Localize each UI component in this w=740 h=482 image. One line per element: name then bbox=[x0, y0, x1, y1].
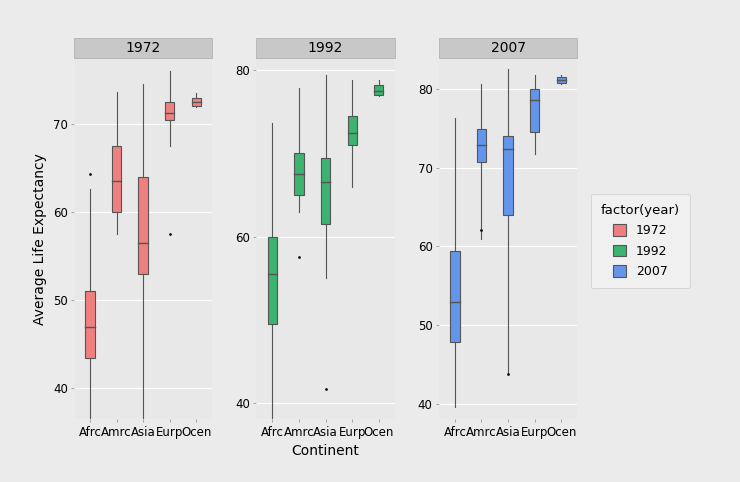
Text: 2007: 2007 bbox=[491, 41, 525, 55]
Bar bbox=[138, 177, 148, 274]
Bar bbox=[374, 85, 383, 95]
Legend: 1972, 1992, 2007: 1972, 1992, 2007 bbox=[591, 194, 690, 288]
Bar bbox=[503, 136, 513, 215]
FancyBboxPatch shape bbox=[257, 38, 394, 58]
FancyBboxPatch shape bbox=[74, 38, 212, 58]
Bar bbox=[268, 237, 277, 324]
Bar bbox=[165, 102, 175, 120]
Bar bbox=[112, 146, 121, 212]
Text: 1972: 1972 bbox=[126, 41, 161, 55]
Bar bbox=[477, 129, 486, 161]
Bar bbox=[530, 89, 539, 133]
Bar bbox=[295, 153, 303, 195]
Y-axis label: Average Life Expectancy: Average Life Expectancy bbox=[33, 153, 47, 324]
Bar bbox=[192, 97, 201, 107]
Bar bbox=[556, 77, 566, 83]
FancyBboxPatch shape bbox=[439, 38, 577, 58]
Text: 1992: 1992 bbox=[308, 41, 343, 55]
Bar bbox=[450, 251, 460, 342]
X-axis label: Continent: Continent bbox=[292, 444, 360, 458]
Bar bbox=[348, 116, 357, 145]
Bar bbox=[321, 158, 330, 224]
Bar bbox=[85, 292, 95, 358]
